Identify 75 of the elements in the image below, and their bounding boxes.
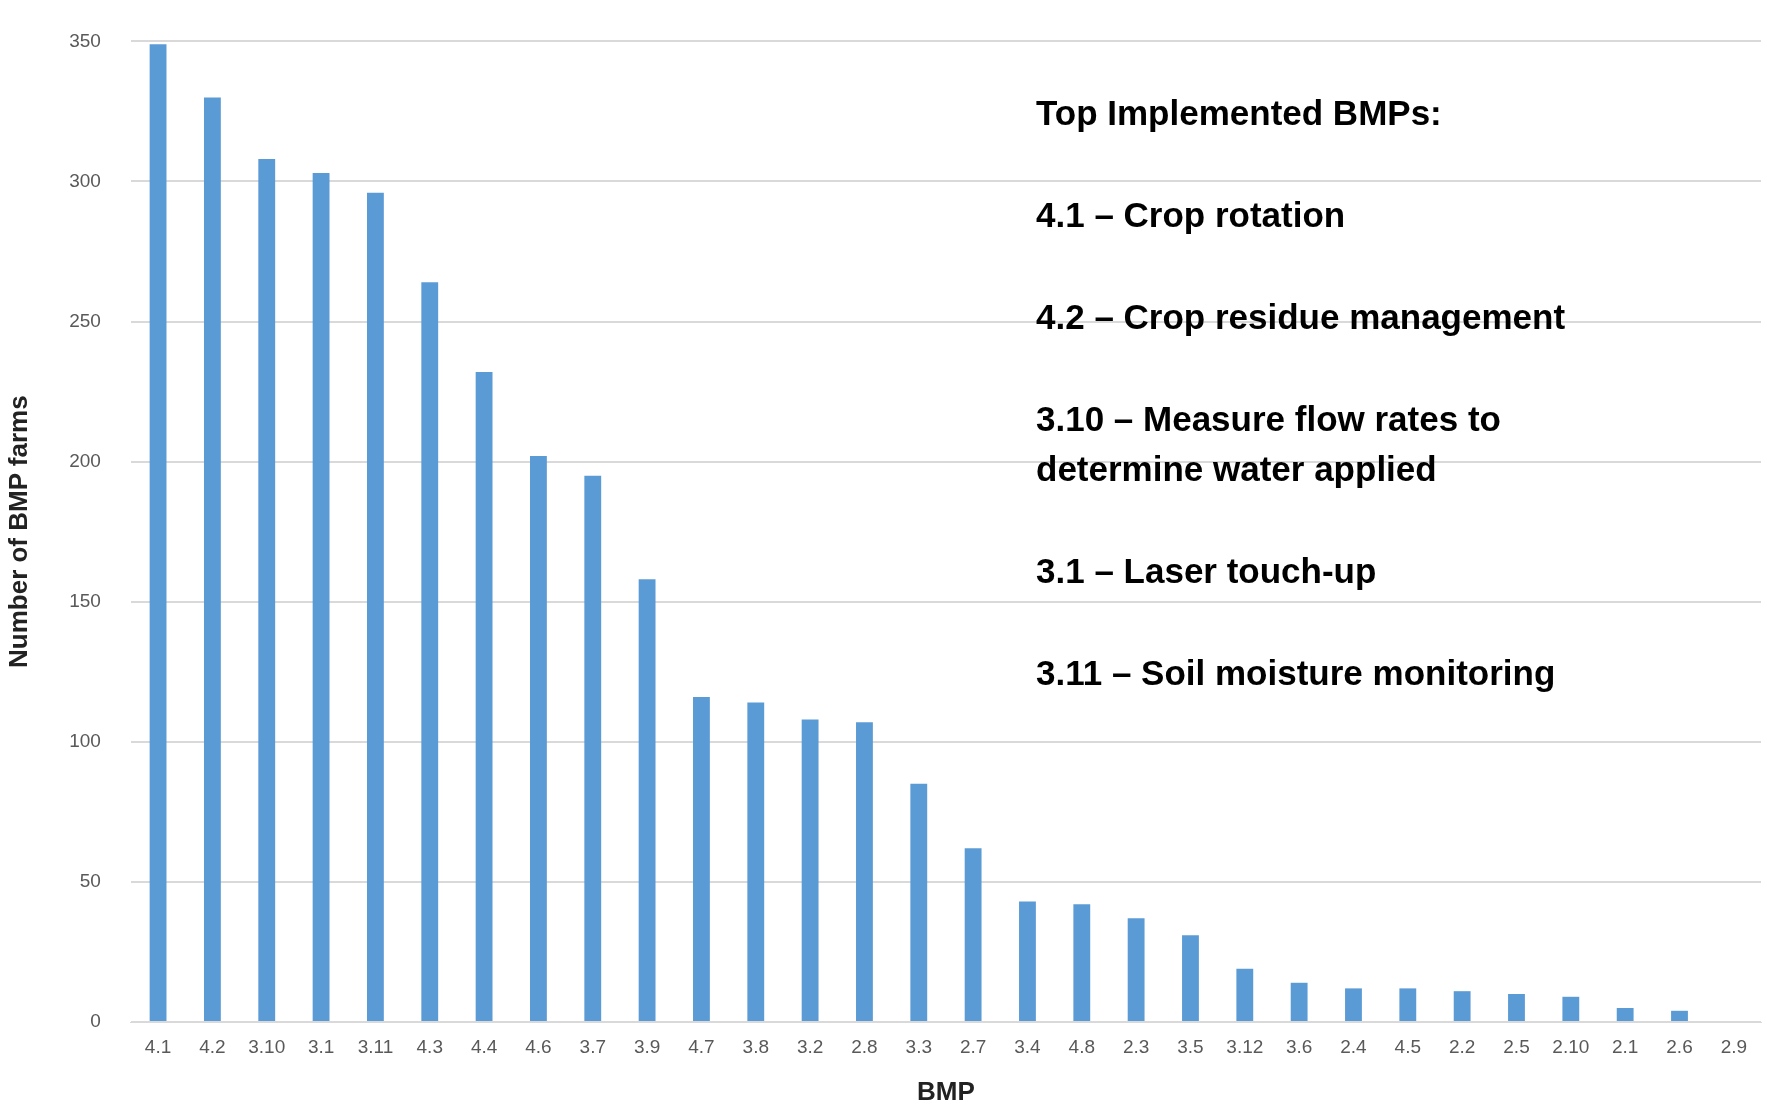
x-tick-label: 3.12	[1226, 1035, 1264, 1057]
y-tick-label: 100	[69, 730, 101, 752]
bar	[1345, 988, 1362, 1021]
x-tick-label: 3.4	[1014, 1035, 1042, 1057]
annotation: 3.10 – Measure flow rates to determine water applied	[1036, 398, 1502, 490]
x-tick-label: 2.5	[1503, 1035, 1530, 1057]
x-tick-label: 3.3	[905, 1035, 932, 1057]
y-axis-title: Number of BMP farms	[2, 395, 33, 668]
bar	[638, 579, 656, 1021]
x-tick-label: 2.7	[959, 1035, 987, 1057]
bar	[312, 173, 330, 1021]
bar	[1399, 988, 1417, 1021]
x-tick-label: 3.2	[796, 1035, 824, 1057]
x-tick-label: 4.3	[416, 1035, 443, 1057]
bar	[1616, 1007, 1634, 1021]
bar	[1290, 982, 1308, 1021]
x-tick-label: 3.6	[1285, 1035, 1313, 1057]
x-axis-title: BMP	[917, 1075, 975, 1106]
x-tick-label: 4.6	[525, 1035, 552, 1057]
annotation: 4.1 – Crop rotation	[1036, 194, 1347, 236]
bar	[584, 475, 602, 1021]
bar	[1453, 991, 1471, 1021]
x-tick-label: 4.2	[199, 1035, 226, 1057]
bar	[1508, 993, 1525, 1021]
y-tick-label: 200	[69, 449, 101, 471]
bar	[149, 44, 167, 1021]
y-tick-label: 50	[79, 870, 101, 892]
x-tick-label: 3.9	[633, 1035, 661, 1057]
x-tick-label: 3.1	[307, 1035, 335, 1057]
x-tick-label: 3.5	[1177, 1035, 1204, 1057]
x-tick-label: 4.5	[1394, 1035, 1422, 1057]
y-tick-label: 150	[69, 589, 101, 611]
y-tick-label: 350	[69, 29, 101, 51]
y-tick-label: 0	[90, 1010, 101, 1032]
x-tick-label: 3.8	[742, 1035, 769, 1057]
x-tick-label: 3.10	[248, 1035, 286, 1057]
bar	[1182, 935, 1199, 1021]
y-tick-label: 300	[69, 169, 101, 191]
bar	[801, 719, 819, 1021]
annotation: Top Implemented BMPs:	[1036, 92, 1443, 134]
bar	[693, 697, 710, 1021]
x-tick-label: 4.8	[1068, 1035, 1095, 1057]
bar	[1562, 996, 1580, 1021]
x-tick-label: 2.2	[1448, 1035, 1476, 1057]
annotation: 3.11 – Soil moisture monitoring	[1036, 652, 1557, 694]
bar	[421, 282, 439, 1021]
bar	[1127, 918, 1145, 1021]
bar	[1019, 901, 1036, 1021]
x-tick-label: 2.6	[1666, 1035, 1693, 1057]
bar	[910, 783, 928, 1021]
x-tick-label: 4.4	[470, 1035, 498, 1057]
x-tick-label: 2.8	[851, 1035, 878, 1057]
x-tick-label: 2.1	[1611, 1035, 1639, 1057]
x-tick-label: 2.4	[1340, 1035, 1368, 1057]
bar	[366, 192, 384, 1021]
bar	[203, 97, 221, 1021]
bar	[530, 456, 547, 1021]
bar	[856, 722, 873, 1021]
x-tick-label: 2.3	[1122, 1035, 1150, 1057]
x-tick-label: 2.9	[1720, 1035, 1748, 1057]
bar	[1073, 904, 1091, 1021]
bar	[475, 372, 493, 1021]
x-tick-label: 4.7	[688, 1035, 715, 1057]
bar	[1671, 1010, 1688, 1021]
x-tick-label: 3.11	[357, 1035, 394, 1057]
y-tick-label: 250	[69, 309, 101, 331]
bar	[964, 848, 982, 1021]
x-tick-label: 3.7	[579, 1035, 606, 1057]
x-tick-label: 4.1	[144, 1035, 172, 1057]
bar	[1236, 968, 1254, 1021]
bar	[747, 702, 765, 1021]
annotation: 3.1 – Laser touch-up	[1036, 550, 1378, 592]
x-tick-label: 2.10	[1552, 1035, 1590, 1057]
bar	[258, 159, 276, 1021]
annotation: 4.2 – Crop residue management	[1036, 296, 1567, 338]
